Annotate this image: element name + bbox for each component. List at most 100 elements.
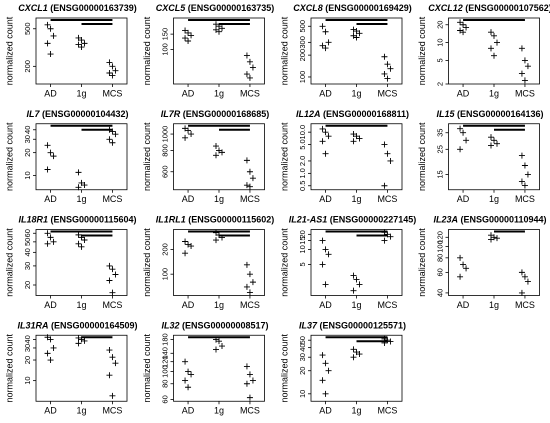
x-tick-label: AD bbox=[182, 300, 195, 310]
data-point bbox=[216, 28, 222, 35]
y-axis-label: normalized count bbox=[279, 122, 289, 191]
data-point bbox=[353, 34, 360, 41]
y-axis-label: normalized count bbox=[4, 228, 14, 297]
data-point bbox=[488, 29, 494, 36]
data-point bbox=[325, 133, 332, 140]
data-point bbox=[457, 27, 464, 34]
x-tick-label: MCS bbox=[102, 406, 122, 416]
data-point bbox=[50, 238, 57, 245]
panel-title: IL7R (ENSG00000168685) bbox=[161, 109, 270, 119]
data-point bbox=[460, 129, 467, 136]
data-point bbox=[491, 52, 497, 59]
y-axis-label: normalized count bbox=[417, 122, 427, 191]
plot-frame bbox=[310, 17, 403, 85]
y-tick-label: 40 bbox=[298, 343, 307, 351]
y-tick-label: 10 bbox=[23, 171, 32, 179]
x-tick-label: AD bbox=[319, 300, 332, 310]
title-gene: CXCL5 bbox=[156, 3, 186, 13]
data-point bbox=[387, 65, 394, 72]
title-gene: IL15 bbox=[436, 109, 455, 119]
x-tick-label: AD bbox=[457, 88, 470, 98]
data-point bbox=[381, 182, 388, 189]
x-tick-label: MCS bbox=[515, 88, 535, 98]
data-point bbox=[524, 278, 531, 285]
data-point bbox=[488, 45, 494, 52]
title-id: (ENSG00000168811) bbox=[323, 109, 409, 119]
data-point bbox=[353, 276, 360, 283]
data-point bbox=[384, 75, 391, 82]
title-gene: IL37 bbox=[299, 321, 318, 331]
data-point bbox=[78, 37, 85, 44]
x-tick-label: MCS bbox=[240, 300, 260, 310]
data-point bbox=[47, 336, 54, 343]
data-point bbox=[463, 265, 470, 272]
data-point bbox=[182, 250, 189, 257]
y-tick-label: 120 bbox=[160, 355, 169, 368]
data-point bbox=[246, 168, 253, 175]
data-point bbox=[106, 69, 113, 76]
plot-frame bbox=[35, 123, 128, 191]
data-point bbox=[521, 162, 528, 169]
panel-title: IL1RL1 (ENSG00000115602) bbox=[156, 215, 275, 225]
x-tick-label: MCS bbox=[377, 300, 397, 310]
data-point bbox=[109, 139, 116, 146]
y-tick-label: 80 bbox=[160, 380, 169, 388]
data-point bbox=[322, 360, 329, 367]
data-point bbox=[518, 289, 525, 296]
data-point bbox=[243, 52, 250, 59]
title-id: (ENSG00000008517) bbox=[182, 321, 269, 331]
data-point bbox=[387, 157, 394, 164]
data-point bbox=[457, 146, 464, 153]
data-point bbox=[219, 343, 225, 350]
panel-title: CXCL5 (ENSG00000163735) bbox=[156, 3, 275, 13]
y-axis-label: normalized count bbox=[417, 228, 427, 297]
data-point bbox=[387, 233, 394, 240]
data-point bbox=[384, 61, 391, 68]
y-tick-label: 180 bbox=[160, 333, 169, 346]
x-tick-label: 1g bbox=[489, 300, 499, 310]
y-axis-label: normalized count bbox=[279, 16, 289, 85]
y-tick-label: 15 bbox=[298, 236, 307, 244]
x-tick-label: 1g bbox=[76, 406, 86, 416]
y-tick-label: 60 bbox=[160, 395, 169, 403]
data-point bbox=[81, 337, 88, 344]
y-axis-label: normalized count bbox=[417, 16, 427, 85]
data-point bbox=[518, 70, 525, 77]
data-point bbox=[243, 261, 250, 268]
x-tick-label: 1g bbox=[351, 406, 361, 416]
data-point bbox=[44, 350, 51, 357]
panel-title: IL21-AS1 (ENSG00000227145) bbox=[289, 215, 417, 225]
data-point bbox=[350, 272, 357, 279]
x-tick-label: MCS bbox=[240, 88, 260, 98]
data-point bbox=[182, 238, 189, 245]
data-point bbox=[243, 363, 250, 370]
y-tick-label: 35 bbox=[435, 129, 444, 137]
data-point bbox=[246, 371, 253, 378]
y-axis-label: normalized count bbox=[142, 228, 152, 297]
x-tick-label: AD bbox=[182, 406, 195, 416]
data-point bbox=[75, 334, 82, 341]
y-tick-label: 40 bbox=[23, 126, 32, 134]
data-point bbox=[494, 235, 500, 242]
data-point bbox=[185, 241, 192, 248]
data-point bbox=[246, 394, 253, 401]
data-point bbox=[112, 131, 119, 138]
x-tick-label: MCS bbox=[515, 194, 535, 204]
data-point bbox=[182, 358, 189, 365]
plot-frame bbox=[35, 17, 128, 85]
plot-frame bbox=[173, 229, 265, 296]
data-point bbox=[47, 25, 54, 32]
panel-title: IL31RA (ENSG00000164509) bbox=[17, 321, 137, 331]
data-point bbox=[50, 153, 57, 160]
title-id: (ENSG00000125571) bbox=[319, 321, 406, 331]
data-point bbox=[249, 175, 256, 182]
y-tick-label: 0.5 bbox=[298, 181, 307, 191]
data-point bbox=[457, 273, 464, 280]
data-point bbox=[109, 289, 116, 296]
data-point bbox=[188, 32, 195, 39]
data-point bbox=[47, 234, 54, 241]
panel: IL32 (ENSG00000008517) normalized count 60… bbox=[142, 321, 269, 416]
data-point bbox=[50, 32, 57, 39]
data-point bbox=[44, 240, 51, 247]
data-point bbox=[243, 182, 250, 189]
